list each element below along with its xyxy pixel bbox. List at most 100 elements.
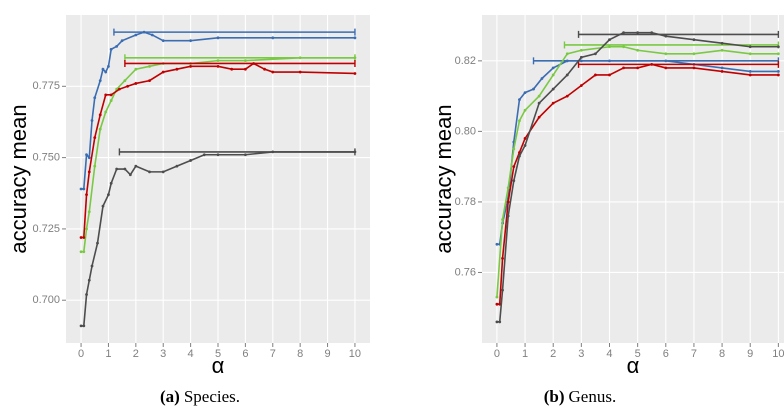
point (101, 67, 105, 71)
point (85, 153, 88, 157)
point (90, 264, 94, 268)
point (540, 77, 544, 80)
point (243, 59, 247, 63)
point (107, 193, 110, 197)
x-tick-label: 9 (324, 348, 330, 360)
point (104, 70, 108, 74)
caption-label: (b) (544, 387, 565, 406)
point (579, 48, 583, 52)
y-tick-label: 0.82 (455, 55, 476, 67)
point (353, 72, 357, 75)
y-axis-title: accuracy mean (6, 104, 31, 253)
point (495, 295, 499, 299)
point (161, 39, 165, 43)
point (532, 87, 535, 91)
point (216, 64, 220, 68)
point (776, 70, 780, 73)
point (636, 31, 640, 35)
point (608, 73, 611, 77)
point (501, 288, 504, 292)
point (720, 70, 724, 73)
x-tick-label: 0 (494, 348, 500, 360)
caption-text: Species. (184, 387, 240, 406)
point (664, 34, 668, 38)
point (776, 73, 780, 77)
point (104, 93, 108, 97)
x-axis-title: α (212, 353, 225, 378)
point (104, 110, 108, 114)
point (298, 70, 302, 74)
interval (113, 28, 356, 36)
point (495, 242, 499, 246)
x-tick-label: 9 (747, 348, 753, 360)
point (579, 55, 583, 59)
point (692, 66, 696, 70)
point (216, 36, 220, 40)
point (263, 67, 266, 71)
point (109, 99, 113, 102)
point (518, 119, 521, 123)
point (498, 320, 502, 324)
interval (118, 148, 356, 156)
x-tick-label: 10 (772, 348, 784, 360)
point (622, 45, 625, 49)
caption: (b) Genus. (544, 387, 616, 406)
point (748, 73, 752, 77)
point (126, 84, 130, 88)
x-tick-label: 7 (270, 348, 276, 360)
x-tick-label: 4 (606, 348, 612, 360)
point (271, 70, 275, 74)
x-tick-label: 1 (105, 348, 111, 360)
point (565, 52, 569, 56)
point (93, 136, 97, 140)
point (636, 66, 640, 70)
point (551, 66, 555, 70)
point (148, 170, 151, 174)
point (134, 33, 138, 37)
point (551, 73, 555, 77)
x-tick-label: 8 (719, 348, 725, 360)
y-axis-title: accuracy mean (431, 104, 456, 253)
point (551, 87, 555, 91)
caption: (a) Species. (160, 387, 240, 406)
point (565, 73, 569, 77)
x-tick-label: 2 (550, 348, 556, 360)
point (518, 154, 521, 158)
point (506, 186, 510, 190)
point (748, 52, 752, 56)
point (512, 179, 516, 183)
point (128, 173, 132, 177)
point (523, 137, 527, 140)
x-tick-label: 2 (133, 348, 139, 360)
y-tick-label: 0.80 (455, 125, 476, 137)
chart-panel: 0.700 0.725 0.750 0.775 0 1 2 3 4 5 6 7 8 9 10 α accurac… (6, 15, 370, 406)
y-tick-label: 0.775 (32, 80, 60, 92)
point (79, 187, 83, 191)
point (161, 70, 165, 74)
point (87, 156, 91, 160)
point (495, 320, 499, 324)
point (523, 144, 527, 147)
point (720, 66, 724, 70)
point (664, 52, 668, 56)
x-tick-label: 5 (635, 348, 641, 360)
x-tick-label: 3 (578, 348, 584, 360)
point (175, 164, 179, 168)
point (82, 324, 86, 328)
point (107, 64, 110, 68)
point (202, 153, 206, 157)
point (506, 214, 510, 218)
interval (577, 30, 780, 38)
point (506, 200, 510, 204)
caption-text: Genus. (569, 387, 617, 406)
point (501, 218, 504, 221)
point (579, 84, 583, 87)
point (79, 250, 83, 254)
point (518, 98, 521, 102)
y-tick-label: 0.76 (455, 266, 476, 278)
point (650, 31, 654, 35)
point (622, 66, 625, 70)
point (175, 67, 179, 71)
